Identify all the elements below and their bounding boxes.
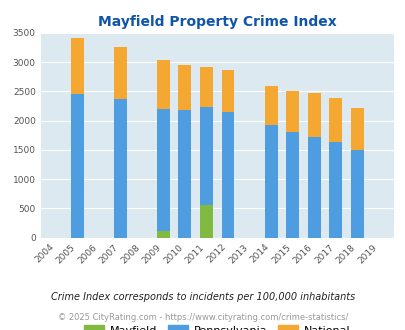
Bar xyxy=(70,94,83,238)
Bar xyxy=(221,112,234,238)
Bar xyxy=(307,137,320,238)
Legend: Mayfield, Pennsylvania, National: Mayfield, Pennsylvania, National xyxy=(79,321,354,330)
Title: Mayfield Property Crime Index: Mayfield Property Crime Index xyxy=(98,15,336,29)
Bar xyxy=(264,85,277,238)
Bar xyxy=(200,107,212,238)
Bar xyxy=(70,38,83,238)
Bar xyxy=(328,98,341,238)
Bar xyxy=(178,65,191,238)
Bar xyxy=(156,60,169,238)
Bar xyxy=(200,68,212,238)
Bar xyxy=(156,231,169,238)
Bar xyxy=(286,132,298,238)
Bar xyxy=(350,150,363,238)
Bar xyxy=(307,93,320,238)
Bar xyxy=(350,109,363,238)
Bar xyxy=(113,47,126,238)
Bar xyxy=(328,142,341,238)
Bar xyxy=(221,70,234,238)
Bar xyxy=(156,109,169,238)
Bar xyxy=(286,91,298,238)
Bar xyxy=(113,99,126,238)
Text: © 2025 CityRating.com - https://www.cityrating.com/crime-statistics/: © 2025 CityRating.com - https://www.city… xyxy=(58,313,347,322)
Bar xyxy=(200,205,212,238)
Text: Crime Index corresponds to incidents per 100,000 inhabitants: Crime Index corresponds to incidents per… xyxy=(51,292,354,302)
Bar xyxy=(264,125,277,238)
Bar xyxy=(178,111,191,238)
